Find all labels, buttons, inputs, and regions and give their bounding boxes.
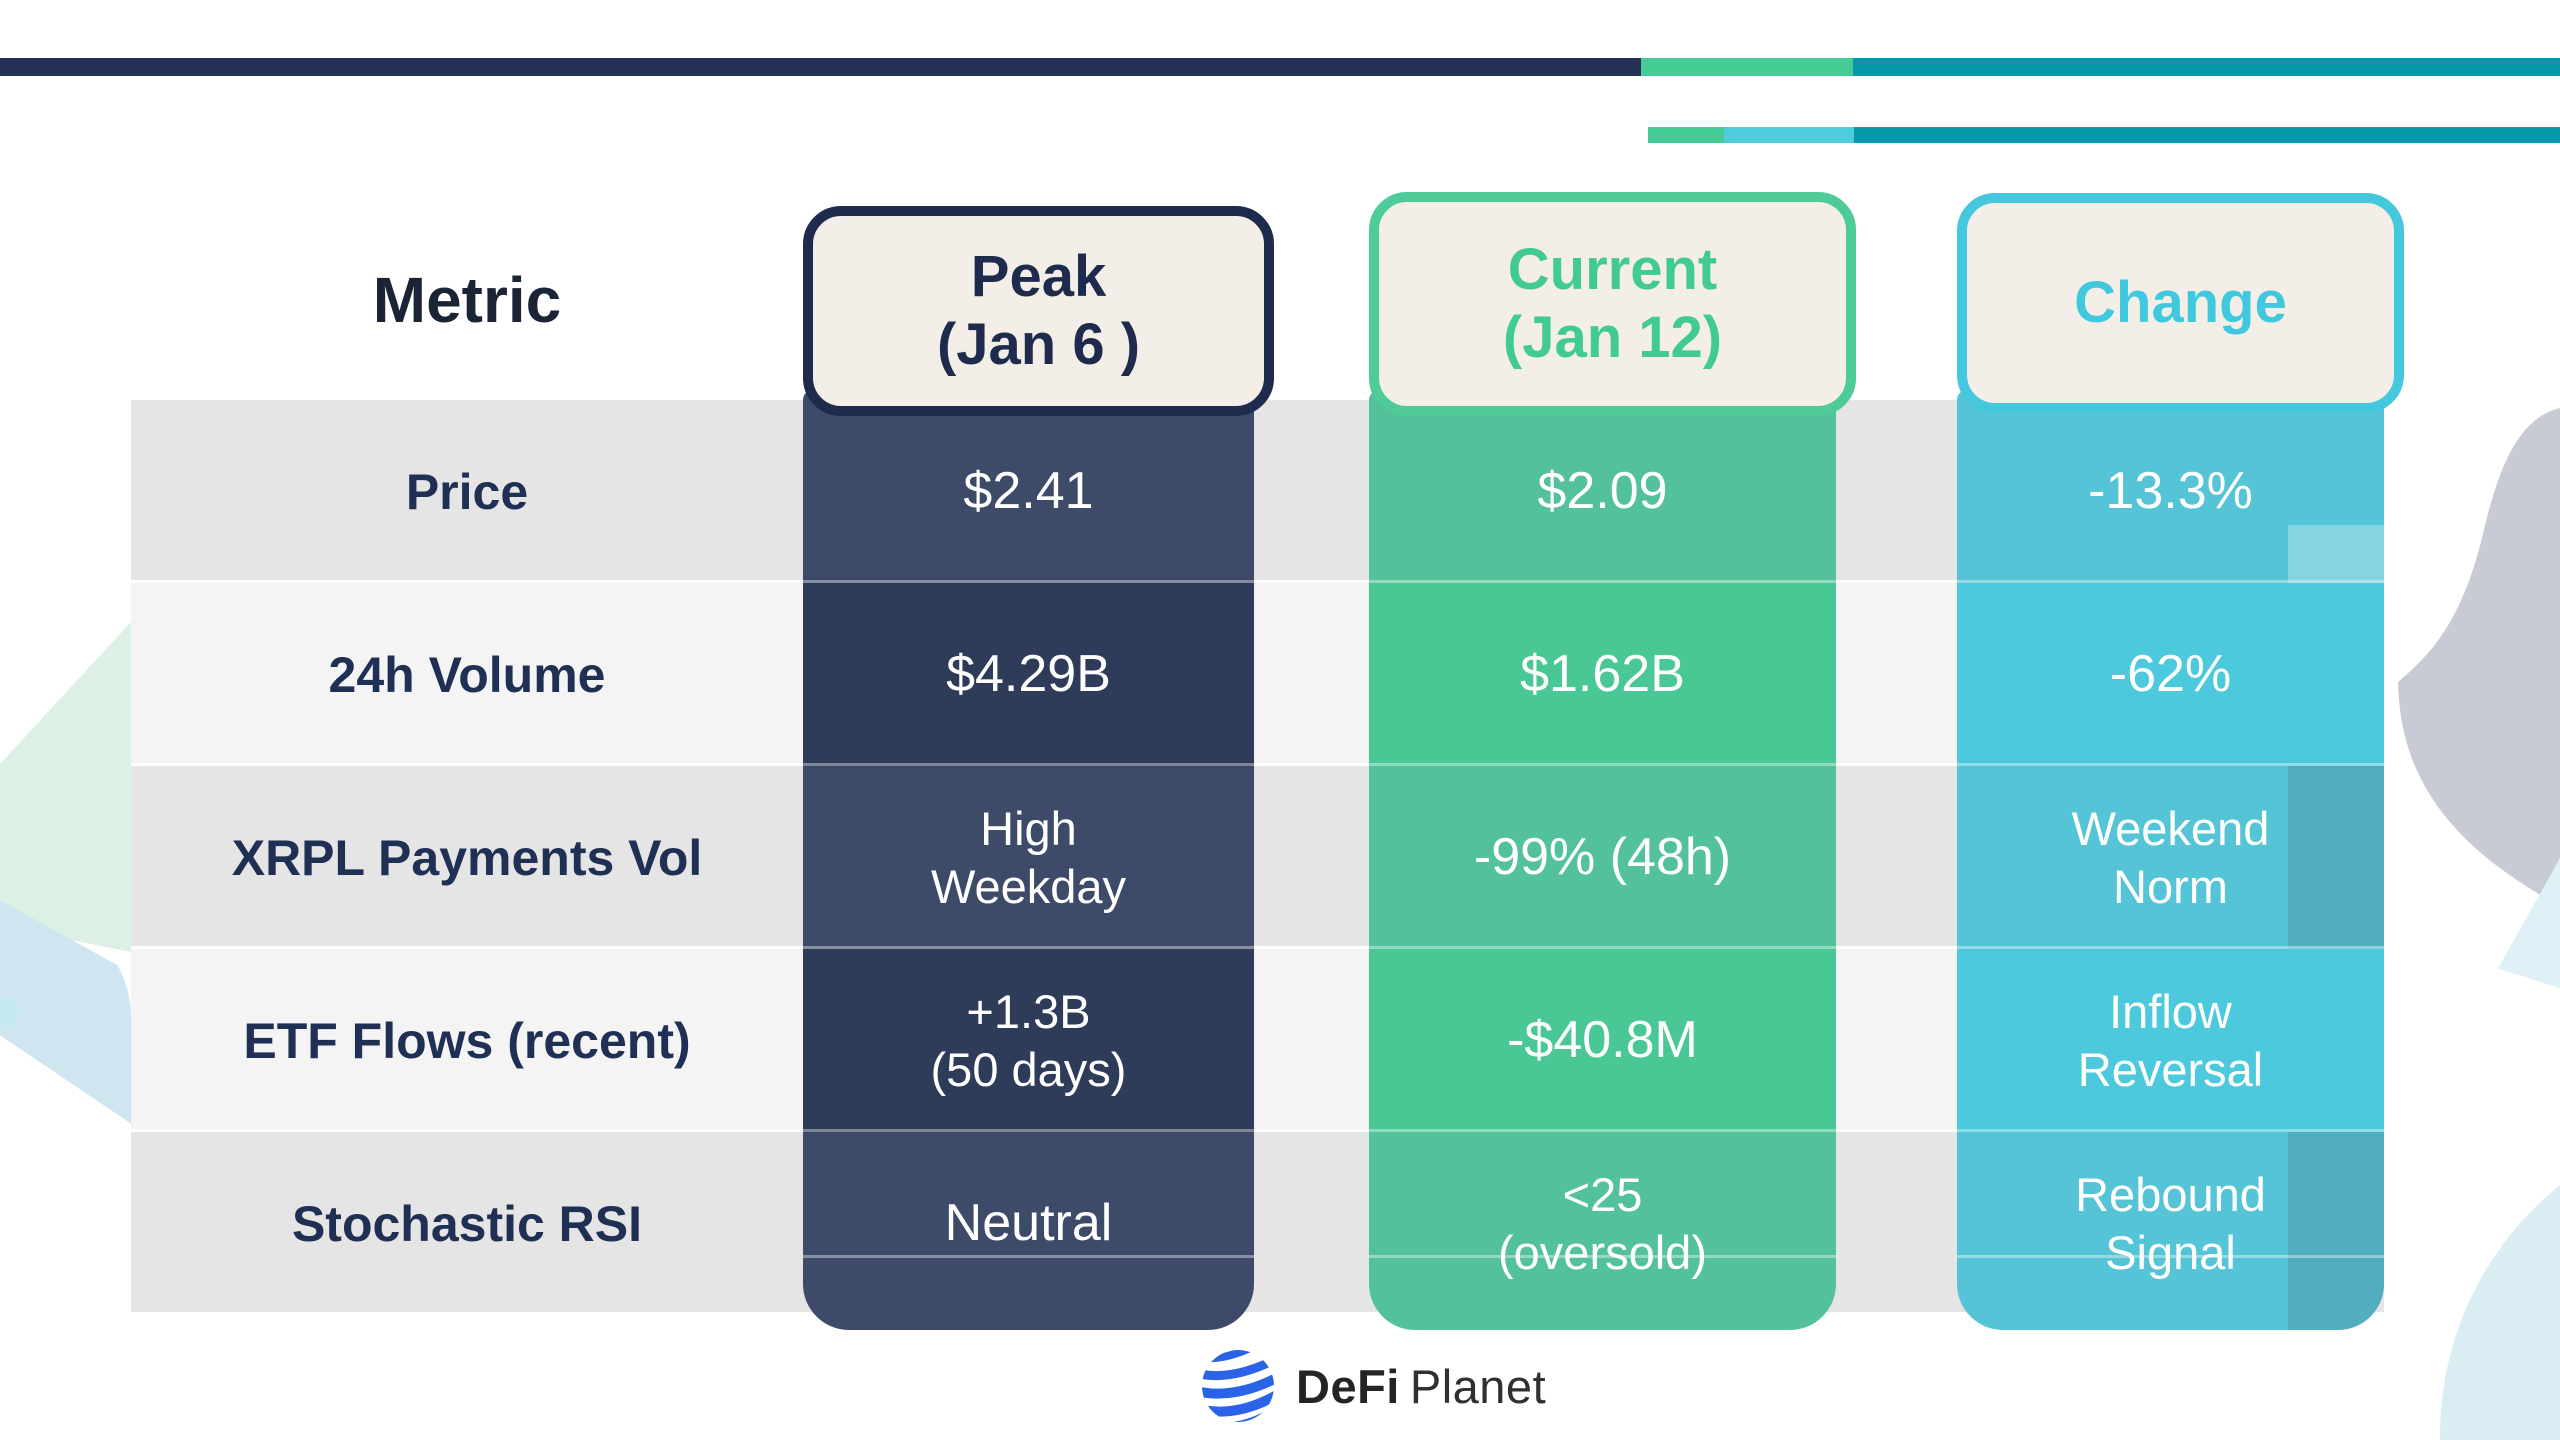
peak-volume-value: $4.29B — [803, 583, 1254, 766]
left-dot-decoration — [0, 996, 20, 1028]
change-xrpl-value: Weekend Norm — [2071, 802, 2270, 913]
change-etf-value: Inflow Reversal — [1957, 949, 2384, 1132]
current-column-header: Current (Jan 12) — [1369, 192, 1856, 416]
current-etf-value: -$40.8M — [1369, 949, 1836, 1132]
brand-footer: DeFi Planet — [1200, 1346, 1546, 1426]
brand-planet: Planet — [1409, 1359, 1547, 1413]
right-cyan-triangle-decoration — [2498, 858, 2560, 988]
change-volume-value: -62% — [1957, 583, 2384, 766]
bar-segment-green — [1641, 58, 1853, 76]
top-accent-bar — [0, 58, 2560, 76]
change-column-header: Change — [1957, 193, 2404, 413]
peak-rsi-value: Neutral — [944, 1193, 1113, 1252]
bar-segment-cyan — [1724, 127, 1854, 143]
bar-segment-teal — [1854, 127, 2560, 143]
current-volume-value: $1.62B — [1369, 583, 1836, 766]
peak-column-header: Peak (Jan 6 ) — [803, 206, 1274, 416]
peak-price-value: $2.41 — [963, 461, 1094, 520]
bar-segment-teal — [1853, 58, 2560, 76]
current-rsi-value: <25 (oversold) — [1498, 1168, 1707, 1279]
brand-wordmark: DeFi Planet — [1296, 1359, 1546, 1414]
change-rsi-value: Rebound Signal — [2075, 1168, 2266, 1279]
globe-icon — [1202, 1350, 1274, 1422]
second-accent-bar — [1648, 127, 2560, 143]
metric-label-xrpl-payments: XRPL Payments Vol — [231, 829, 703, 886]
bottom-right-circle-decoration — [2440, 1115, 2560, 1440]
brand-defi: DeFi — [1296, 1359, 1400, 1413]
peak-etf-value: +1.3B (50 days) — [803, 949, 1254, 1132]
metric-label-stochastic-rsi: Stochastic RSI — [291, 1195, 643, 1252]
metric-label-volume: 24h Volume — [328, 646, 606, 703]
bar-segment-green — [1648, 127, 1724, 143]
change-column: -13.3% -62% Weekend Norm Inflow Reversal… — [1957, 390, 2384, 1330]
peak-xrpl-value: High Weekday — [930, 802, 1127, 913]
current-xrpl-value: -99% (48h) — [1473, 827, 1732, 886]
metric-column-header: Metric — [372, 264, 562, 336]
bar-segment-navy — [0, 58, 1641, 76]
metric-label-price: Price — [405, 463, 529, 520]
metric-label-etf-flows: ETF Flows (recent) — [243, 1012, 691, 1069]
current-column: $2.09 $1.62B -99% (48h) -$40.8M <25 (ove… — [1369, 390, 1836, 1330]
peak-column: $2.41 $4.29B High Weekday +1.3B (50 days… — [803, 390, 1254, 1330]
left-blue-blob-decoration — [0, 900, 131, 1124]
current-price-value: $2.09 — [1537, 461, 1668, 520]
change-price-value: -13.3% — [2088, 461, 2253, 520]
left-mint-wedge-decoration — [0, 622, 131, 952]
